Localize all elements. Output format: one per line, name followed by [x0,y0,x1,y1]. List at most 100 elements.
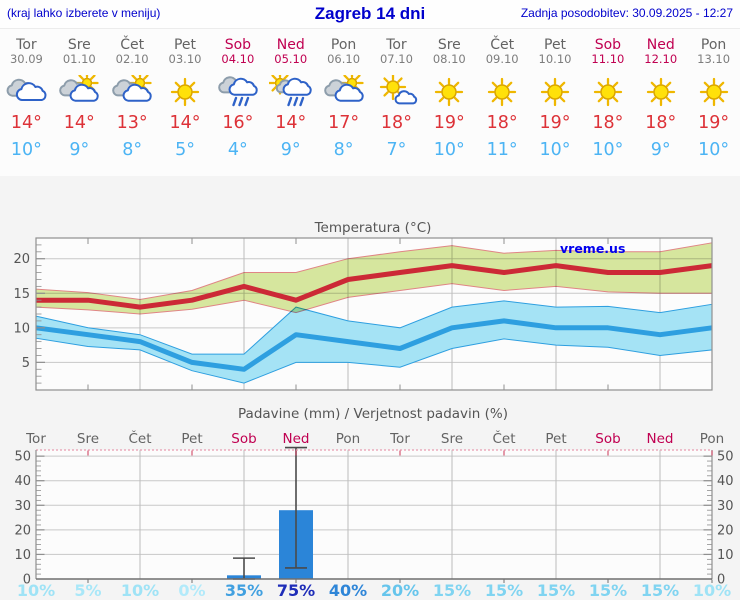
svg-text:20: 20 [717,523,734,538]
high-temp: 16° [222,113,254,133]
day-date: 30.09 [9,52,43,66]
precip-probability: 10% [121,581,159,600]
page-header: (kraj lahko izberete v meniju) Zagreb 14… [0,0,740,28]
high-temp: 19° [433,113,465,133]
svg-text:50: 50 [717,450,734,465]
precip-day-label: Ned [283,431,310,447]
svg-text:40: 40 [717,474,734,489]
top-area: (kraj lahko izberete v meniju) Zagreb 14… [0,0,740,176]
precip-probability: 15% [433,581,471,600]
clouds-icon [6,78,47,101]
low-temp: 8° [333,140,354,160]
svg-text:0: 0 [23,573,31,588]
day-column[interactable]: Pon 06.10 17° 8° [317,29,370,177]
day-column[interactable]: Ned 05.10 14° 9° [264,29,317,177]
day-date: 09.10 [485,52,519,66]
precip-day-label: Čet [128,429,151,447]
last-update: Zadnja posodobitev: 30.09.2025 - 12:27 [520,6,733,20]
day-column[interactable]: Pet 10.10 19° 10° [529,29,582,177]
day-column[interactable]: Pon 13.10 19° 10° [687,29,740,177]
day-name: Ned [276,37,305,53]
day-date: 11.10 [591,52,625,66]
low-temp: 5° [175,140,195,160]
day-name: Čet [490,37,515,53]
low-temp: 10° [592,140,624,160]
location-hint: (kraj lahko izberete v meniju) [7,6,161,20]
high-temp: 18° [380,113,412,133]
precip-day-label: Pon [336,431,360,447]
day-strip: Tor 30.09 14° 10° Sre 01.10 14° 9° Čet 0… [0,28,740,177]
day-date: 07.10 [379,52,413,66]
sun-icon [646,77,675,107]
day-column[interactable]: Tor 30.09 14° 10° [0,29,53,177]
min-temp-line [35,318,713,372]
sun-icon [488,77,517,107]
precip-probability: 75% [277,581,315,600]
day-date: 13.10 [697,52,731,66]
day-column[interactable]: Sob 11.10 18° 10° [581,29,634,177]
precip-day-label: Sob [231,431,256,447]
svg-text:30: 30 [14,499,31,514]
high-temp: 14° [10,113,42,133]
precip-probability: 15% [641,581,679,600]
temperature-chart: 5 10 15 20 Temperatura (°C) vreme.us [0,205,740,400]
day-column[interactable]: Čet 09.10 18° 11° [476,29,529,177]
precip-probability: 20% [381,581,419,600]
day-name: Tor [386,37,407,53]
precip-day-label: Tor [25,431,46,447]
svg-text:10: 10 [717,548,734,563]
high-temp: 14° [169,113,201,133]
sun-icon [699,77,728,107]
day-column[interactable]: Pet 03.10 14° 5° [159,29,212,177]
day-column[interactable]: Ned 12.10 18° 9° [634,29,687,177]
day-name: Sob [594,37,622,53]
precip-probability: 0% [178,581,205,600]
precip-whisker [285,446,307,569]
precip-probability: 5% [74,581,101,600]
sun-small-cloud-icon [380,75,418,105]
precip-day-label: Čet [492,429,515,447]
svg-text:30: 30 [717,499,734,514]
precip-probability: 10% [693,581,731,600]
sun-icon [435,77,464,107]
sun-icon [593,77,623,107]
precip-probability: 15% [537,581,575,600]
precip-day-label: Sre [77,431,99,447]
svg-text:10: 10 [13,321,30,336]
svg-text:0: 0 [717,573,725,588]
sun-clouds-icon [59,75,99,102]
precip-probability: 10% [17,581,55,600]
day-date: 12.10 [644,52,678,66]
day-date: 06.10 [327,52,361,66]
high-temp: 19° [698,113,730,133]
low-temp: 7° [386,140,407,160]
day-name: Sre [437,37,461,53]
low-temp: 11° [486,140,518,160]
day-name: Čet [120,37,145,53]
high-temp: 18° [486,113,518,133]
day-date: 10.10 [538,52,572,66]
high-temp: 13° [116,113,148,133]
day-date: 02.10 [115,52,149,66]
sun-icon [170,77,200,107]
day-date: 01.10 [62,52,96,66]
day-date: 03.10 [168,52,202,66]
precip-probability: 35% [225,581,263,600]
svg-text:20: 20 [14,523,31,538]
day-column[interactable]: Sob 04.10 16° 4° [211,29,264,177]
svg-text:5: 5 [22,356,30,371]
sun-clouds-icon [323,75,364,102]
day-date: 08.10 [432,52,466,66]
day-name: Pet [173,37,197,53]
day-column[interactable]: Tor 07.10 18° 7° [370,29,423,177]
day-name: Sre [67,37,91,53]
svg-text:40: 40 [14,474,31,489]
day-column[interactable]: Čet 02.10 13° 8° [106,29,159,177]
day-column[interactable]: Sre 08.10 19° 10° [423,29,476,177]
high-temp: 14° [275,113,307,133]
rain-clouds-icon [218,76,258,107]
watermark-link[interactable]: vreme.us [560,241,625,256]
day-name: Tor [16,37,37,53]
precip-probability: 15% [589,581,627,600]
day-column[interactable]: Sre 01.10 14° 9° [53,29,106,177]
